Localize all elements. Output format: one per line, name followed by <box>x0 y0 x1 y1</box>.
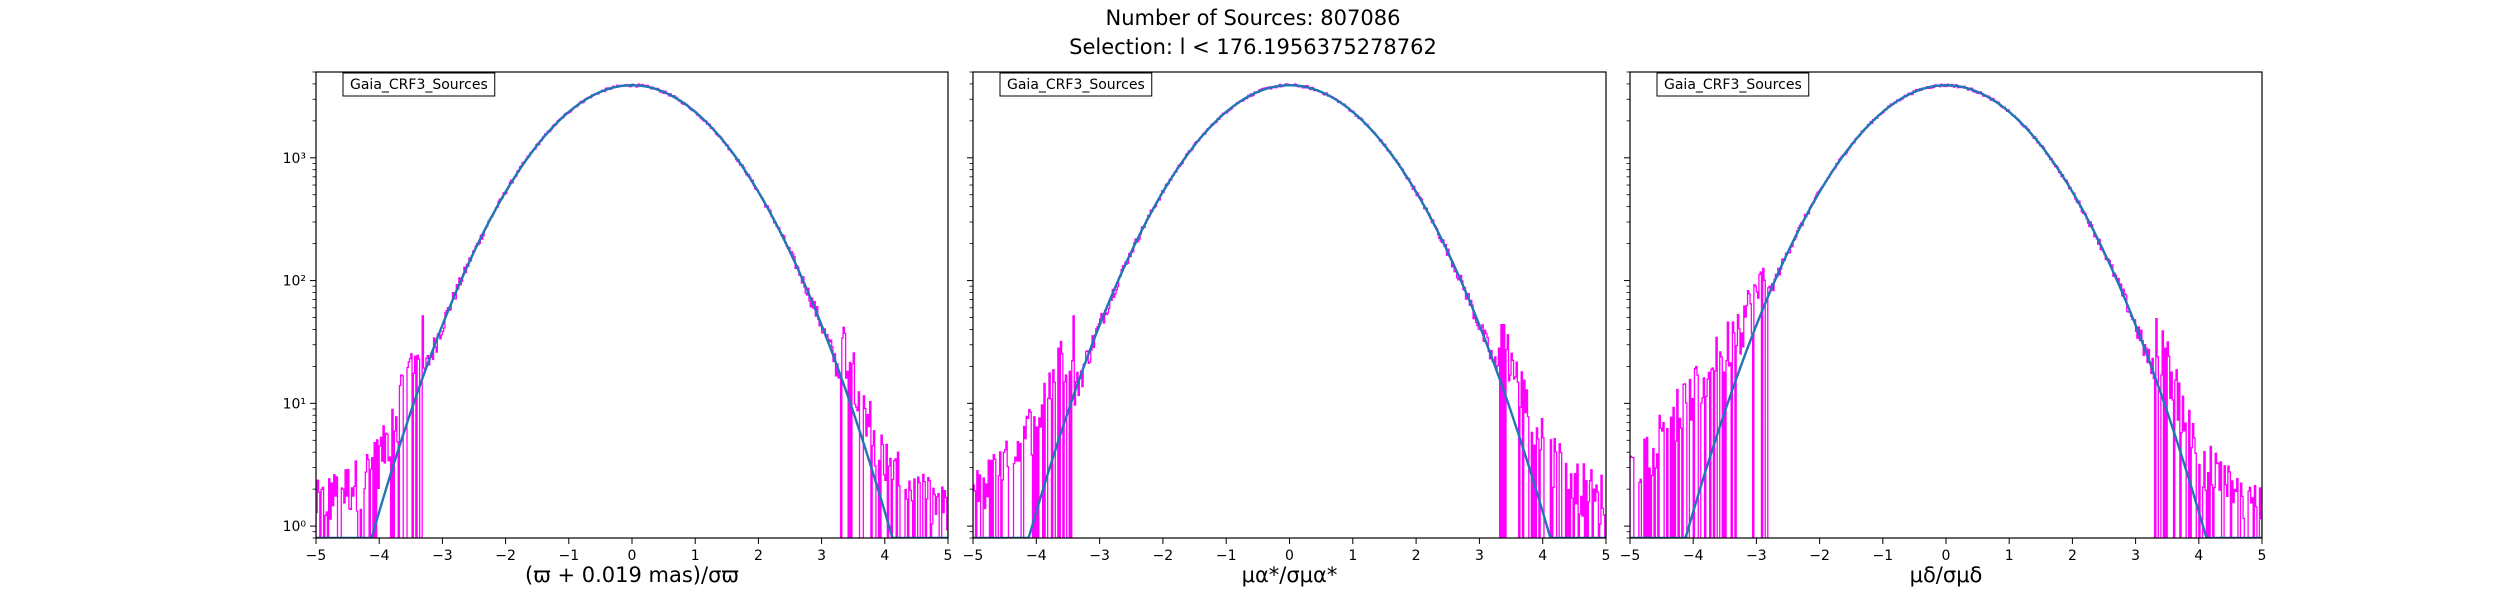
gaussian-series <box>973 84 1606 538</box>
plot-frame <box>315 71 949 539</box>
x-tick-label: −1 <box>1872 548 1893 564</box>
x-tick-label: 5 <box>944 548 953 564</box>
x-tick-label: −5 <box>963 548 984 564</box>
histogram-path <box>973 83 1606 538</box>
figure-title-line2: Selection: l < 176.1956375278762 <box>1069 35 1437 59</box>
pm-ra-panel: −5 −4 −3 −2 −1 0 1 2 3 4 5 Gaia_CRF3_Sources μα*/σμα… <box>963 71 1611 587</box>
legend-box <box>999 72 1153 97</box>
x-tick-label: −1 <box>1216 548 1237 564</box>
x-tick-label: 1 <box>1348 548 1357 564</box>
gaussian-curve <box>1630 84 2262 538</box>
histogram-series <box>316 83 948 538</box>
x-tick-label: −5 <box>1620 548 1641 564</box>
x-tick-label: −4 <box>1026 548 1047 564</box>
gaussian-curve <box>973 84 1606 538</box>
pm-dec-panel: −5 −4 −3 −2 −1 0 1 2 3 4 5 Gaia_CRF3_Sources μδ/σμδ <box>1620 71 2267 587</box>
x-tick-label: 5 <box>1602 548 1611 564</box>
x-tick-label: −1 <box>558 548 579 564</box>
y-tick-label: 10⁰ <box>283 519 307 535</box>
x-tick-label: 1 <box>2005 548 2014 564</box>
histogram-path <box>316 83 948 538</box>
x-tick-label: 1 <box>691 548 700 564</box>
x-tick-label: 0 <box>1942 548 1951 564</box>
y-tick-label: 10² <box>283 274 306 290</box>
y-tick-label: 10¹ <box>283 396 306 412</box>
x-tick-label: 3 <box>1475 548 1484 564</box>
x-tick-label: 2 <box>1412 548 1421 564</box>
x-tick-label: 4 <box>2194 548 2203 564</box>
figure-title-line1: Number of Sources: 807086 <box>1106 6 1401 30</box>
x-tick-label: 4 <box>880 548 889 564</box>
histogram-path <box>1630 83 2262 538</box>
x-tick-label: 2 <box>2068 548 2077 564</box>
histogram-series <box>973 83 1606 538</box>
x-axis-label: μα*/σμα* <box>1242 563 1338 587</box>
legend-label: Gaia_CRF3_Sources <box>1007 77 1145 93</box>
x-tick-label: −2 <box>1809 548 1830 564</box>
histogram-series <box>1630 83 2262 538</box>
legend-box <box>1656 72 1810 97</box>
legend-label: Gaia_CRF3_Sources <box>1664 77 1802 93</box>
parallax-panel: −5 −4 −3 −2 −1 0 1 2 3 4 5 10⁰ 10¹ 10² 10³ Gaia_CRF3_So… <box>283 71 953 587</box>
y-tick-label: 10³ <box>283 151 306 167</box>
plot-frame <box>972 71 1607 539</box>
x-tick-label: −3 <box>432 548 453 564</box>
x-tick-label: 0 <box>1285 548 1294 564</box>
x-tick-label: 5 <box>2258 548 2267 564</box>
gaussian-curve <box>316 84 948 538</box>
x-tick-label: −3 <box>1746 548 1767 564</box>
x-tick-label: −2 <box>1153 548 1174 564</box>
x-tick-label: 3 <box>2131 548 2140 564</box>
x-tick-label: 2 <box>754 548 763 564</box>
x-tick-label: 3 <box>817 548 826 564</box>
legend-label: Gaia_CRF3_Sources <box>350 77 488 93</box>
x-tick-label: 4 <box>1538 548 1547 564</box>
x-tick-label: −4 <box>1683 548 1704 564</box>
x-tick-label: −4 <box>369 548 390 564</box>
legend-box <box>342 72 496 97</box>
gaussian-series <box>1630 84 2262 538</box>
x-axis-label: (ϖ + 0.019 mas)/σϖ <box>525 563 739 587</box>
x-tick-label: 0 <box>628 548 637 564</box>
gaussian-series <box>316 84 948 538</box>
x-axis-label: μδ/σμδ <box>1910 563 1983 587</box>
x-tick-label: −3 <box>1089 548 1110 564</box>
x-tick-label: −2 <box>495 548 516 564</box>
x-tick-label: −5 <box>306 548 327 564</box>
